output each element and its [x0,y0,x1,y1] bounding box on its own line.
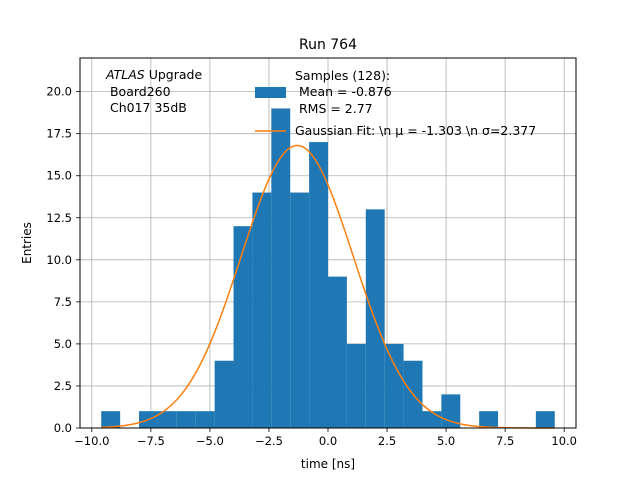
x-tick-label: 5.0 [437,434,455,448]
histogram-bar [176,411,196,428]
x-tick-label: 7.5 [496,434,514,448]
y-axis-ticks: 0.0 2.5 5.0 7.5 10.0 12.5 15.0 17.5 20.0 [46,85,80,435]
histogram-bar [422,411,442,428]
legend-swatch-samples [255,87,286,98]
x-tick-label: −2.5 [255,434,283,448]
histogram-bar [195,411,215,428]
x-axis-label: time [ns] [301,457,355,471]
y-tick-label: 15.0 [46,169,72,183]
histogram-bar [479,411,499,428]
y-tick-label: 2.5 [54,379,72,393]
histogram-bar [309,142,328,428]
y-tick-label: 5.0 [54,337,72,351]
histogram-bar [157,411,177,428]
x-tick-label: 0.0 [319,434,337,448]
x-axis-ticks: −10.0 −7.5 −5.0 −2.5 0.0 2.5 5.0 7.5 10.0 [74,428,577,448]
annotation-line-3: Ch017 35dB [106,100,187,115]
y-tick-label: 17.5 [46,127,72,141]
x-tick-label: −5.0 [196,434,224,448]
y-tick-label: 20.0 [46,85,72,99]
x-tick-label: −10.0 [74,434,109,448]
annotation-rest: Upgrade [145,67,203,82]
histogram-bar [328,276,347,428]
annotation-italic: ATLAS [105,67,145,82]
y-tick-label: 0.0 [54,421,72,435]
y-tick-label: 10.0 [46,253,72,267]
fit-curve [101,144,555,429]
histogram-bar [346,343,366,428]
y-tick-label: 12.5 [46,211,72,225]
histogram-bar [214,360,234,428]
annotation-line-2: Board260 [106,84,171,99]
histogram-bar [384,343,404,428]
chart-title: Run 764 [299,37,357,53]
histogram-bar [233,226,253,428]
legend-label-samples-1: Samples (128): [295,68,390,83]
atlas-annotation: ATLAS Upgrade Board260 Ch017 35dB [105,67,202,115]
histogram-bar [101,411,121,428]
y-tick-label: 7.5 [54,295,72,309]
x-tick-label: −7.5 [137,434,165,448]
histogram-bar [290,192,310,428]
legend: Samples (128): Mean = -0.876 RMS = 2.77 … [255,68,536,138]
y-axis-label: Entries [20,222,34,264]
gaussian-fit [101,144,555,429]
histogram-bar [271,108,291,429]
legend-label-samples-2: Mean = -0.876 [295,84,392,99]
legend-label-fit: Gaussian Fit: \n μ = -1.303 \n σ=2.377 [295,123,536,138]
histogram-bar [252,192,272,428]
x-tick-label: 2.5 [378,434,396,448]
x-tick-label: 10.0 [551,434,577,448]
histogram-bar [535,411,555,428]
legend-label-samples-3: RMS = 2.77 [295,101,373,116]
annotation-line-1: ATLAS Upgrade [105,67,202,82]
